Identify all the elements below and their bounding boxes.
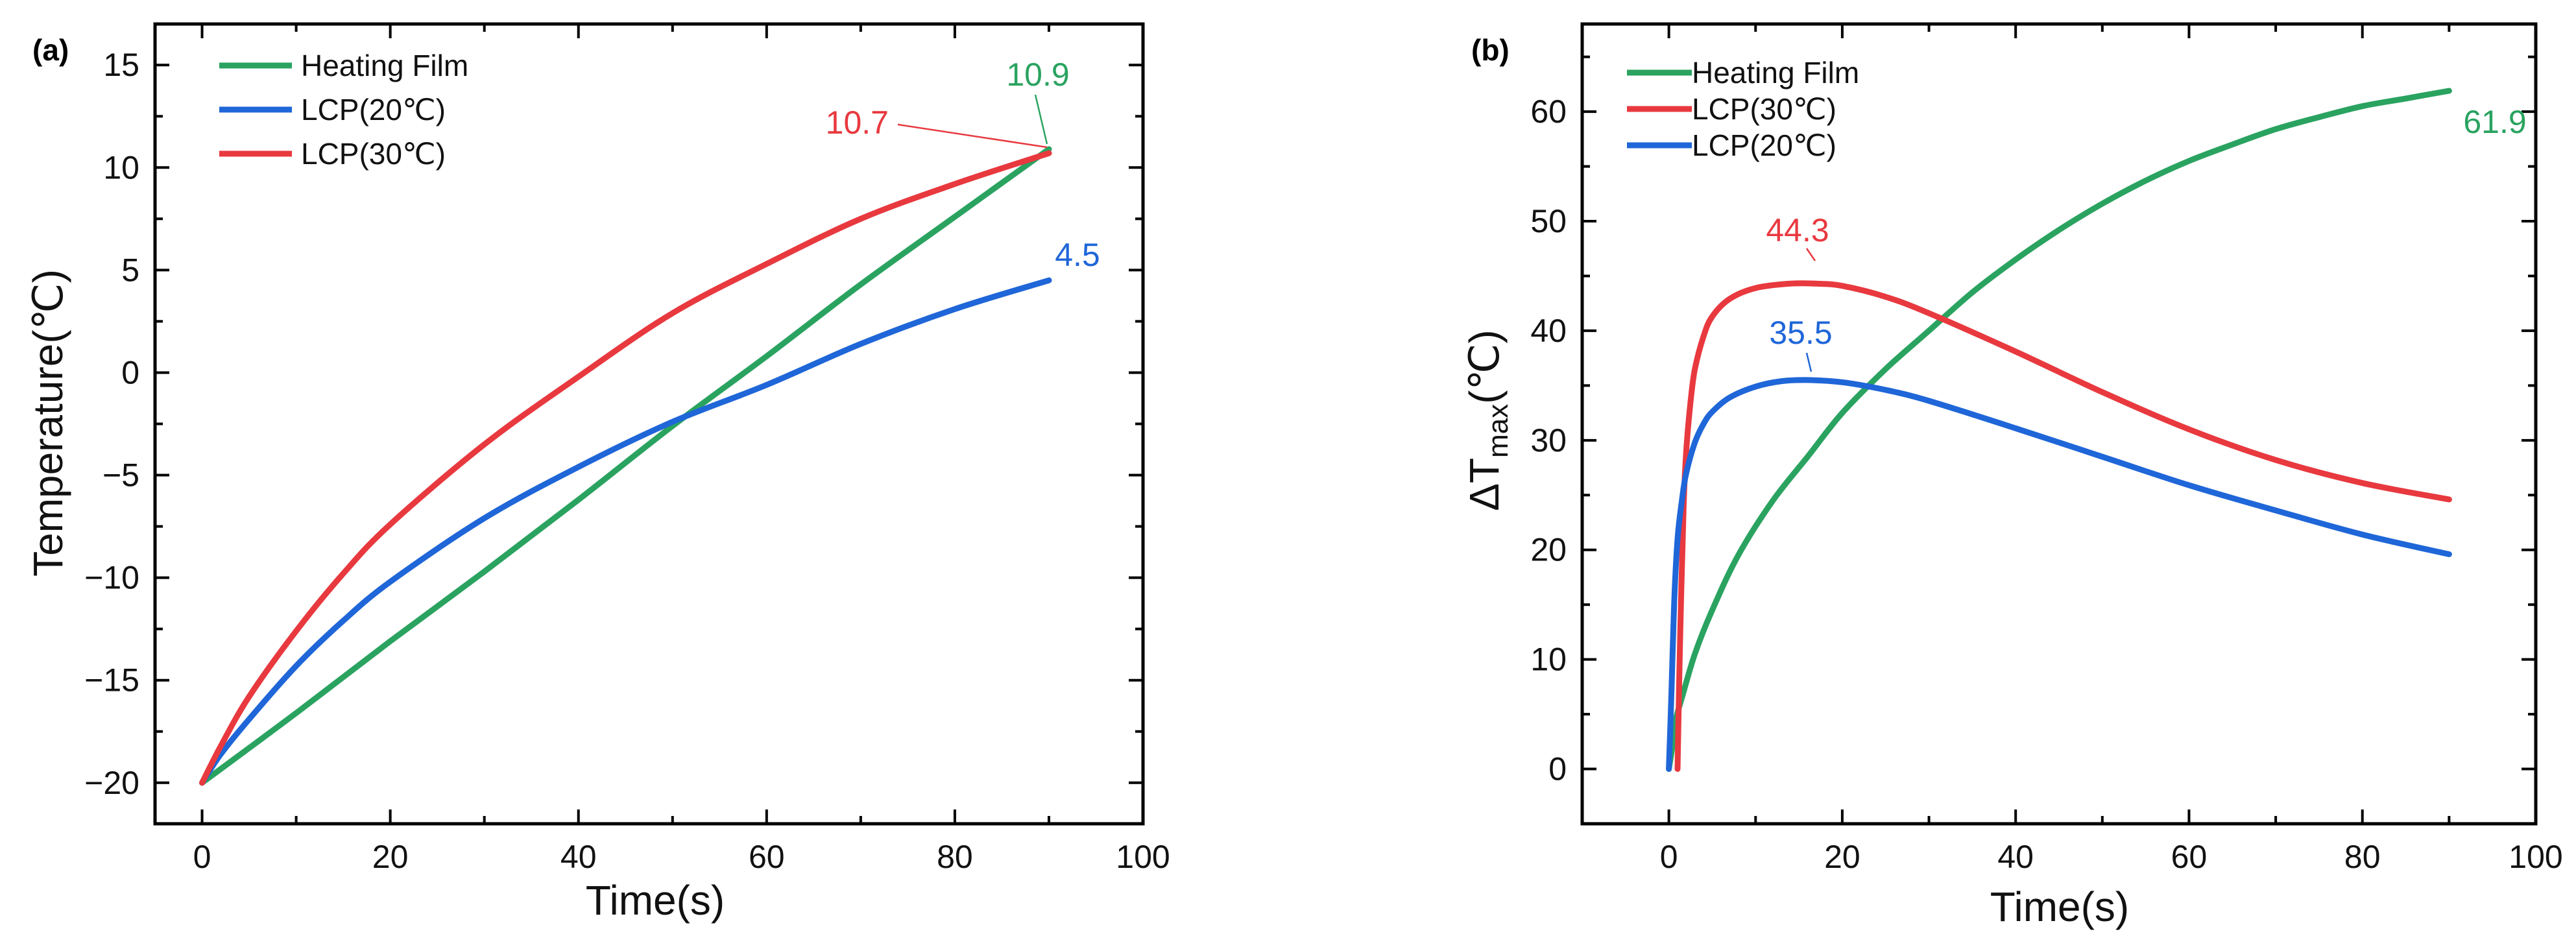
y-tick-label: 0 [1548, 751, 1567, 787]
y-tick-label: 15 [103, 47, 139, 83]
legend-label-heating-film: Heating Film [1692, 56, 1859, 90]
x-tick-label: 20 [372, 839, 409, 875]
x-tick-label: 40 [1997, 839, 2034, 875]
y-tick-label: 60 [1530, 93, 1567, 130]
x-tick-label: 20 [1824, 839, 1860, 875]
panel-a-series [199, 146, 1052, 786]
panel-b-label: (b) [1471, 33, 1510, 67]
x-tick-label: 40 [560, 839, 597, 875]
panel-b-plot-frame [1580, 22, 2538, 826]
x-tick-label: 80 [937, 839, 973, 875]
y-tick-label: −10 [84, 560, 139, 596]
x-tick-label: 0 [1660, 839, 1678, 875]
x-tick-label: 100 [2509, 839, 2562, 875]
annotation-leader-line [1805, 352, 1812, 372]
panel-a-y-axis-label: Temperature(℃) [25, 269, 71, 577]
series-line-lcp-30 [199, 150, 1052, 786]
y-tick-label: 40 [1530, 313, 1567, 349]
x-tick-label: 0 [193, 839, 211, 875]
series-line-lcp-20 [199, 277, 1052, 786]
x-tick-label: 80 [2344, 839, 2381, 875]
y-tick-label: −15 [84, 662, 139, 699]
series-line-heating-film [199, 146, 1052, 786]
panel-a-label: (a) [32, 33, 69, 67]
annotation-heating-film: 61.9 [2463, 104, 2526, 140]
y-tick-label: −20 [84, 765, 139, 801]
legend-label-lcp-20: LCP(20℃) [1692, 128, 1836, 162]
panel-a-annotations: 10.9 10.7 4.5 [826, 56, 1100, 273]
panel-b-series [1666, 88, 2452, 772]
panel-b-ticks: 0 20 40 60 80 100 0 10 20 30 40 50 60 [1530, 24, 2563, 875]
series-line-lcp-20 [1666, 377, 2452, 772]
y-tick-label: 10 [103, 149, 139, 186]
panel-b-y-axis-label-sub: max [1482, 404, 1514, 458]
series-line-heating-film [1666, 88, 2452, 772]
annotation-lcp-30: 44.3 [1766, 212, 1829, 248]
annotation-leader-line [1034, 94, 1048, 145]
legend-label-lcp-20: LCP(20℃) [301, 93, 446, 126]
legend-label-heating-film: Heating Film [301, 49, 468, 82]
y-tick-label: 30 [1530, 422, 1567, 459]
annotation-lcp-20: 35.5 [1769, 315, 1832, 351]
panel-b-y-axis-label: ΔTmax(℃) [1461, 330, 1514, 510]
annotation-lcp-20: 4.5 [1055, 237, 1100, 273]
annotation-heating-film: 10.9 [1006, 56, 1069, 93]
x-tick-label: 60 [749, 839, 785, 875]
legend-label-lcp-30: LCP(30℃) [1692, 92, 1836, 126]
y-tick-label: 0 [121, 354, 139, 390]
panel-a-ticks: 0 20 40 60 80 100 −20 −15 −10 −5 0 5 10 15 [84, 24, 1170, 875]
y-tick-label: 20 [1530, 532, 1567, 568]
y-tick-label: 10 [1530, 641, 1567, 678]
legend-label-lcp-30: LCP(30℃) [301, 137, 446, 171]
x-tick-label: 60 [2171, 839, 2208, 875]
y-tick-label: −5 [102, 457, 139, 494]
panel-a-legend: Heating Film LCP(20℃) LCP(30℃) [219, 49, 468, 171]
annotation-lcp-30: 10.7 [826, 104, 889, 141]
x-tick-label: 100 [1116, 839, 1170, 875]
panel-b-y-axis-label-unit: (℃) [1461, 330, 1508, 404]
annotation-leader-line [1805, 248, 1816, 261]
y-tick-label: 5 [121, 252, 139, 288]
panel-b-y-axis-label-main: ΔT [1461, 458, 1508, 511]
annotation-leader-line [897, 123, 1048, 149]
y-tick-label: 50 [1530, 203, 1567, 239]
panel-b-annotations: 44.3 35.5 61.9 [1766, 104, 2527, 372]
panel-a-x-axis-label: Time(s) [586, 877, 725, 924]
panel-b-chart: (b) 0 20 40 60 80 100 0 10 20 30 40 50 60 Heating Fi… [1461, 22, 2563, 930]
panel-b-x-axis-label: Time(s) [1990, 883, 2129, 930]
panel-a-chart: (a) 0 20 40 60 80 100 −20 −15 −10 −5 0 5 10 15 Heatin… [25, 22, 1170, 924]
